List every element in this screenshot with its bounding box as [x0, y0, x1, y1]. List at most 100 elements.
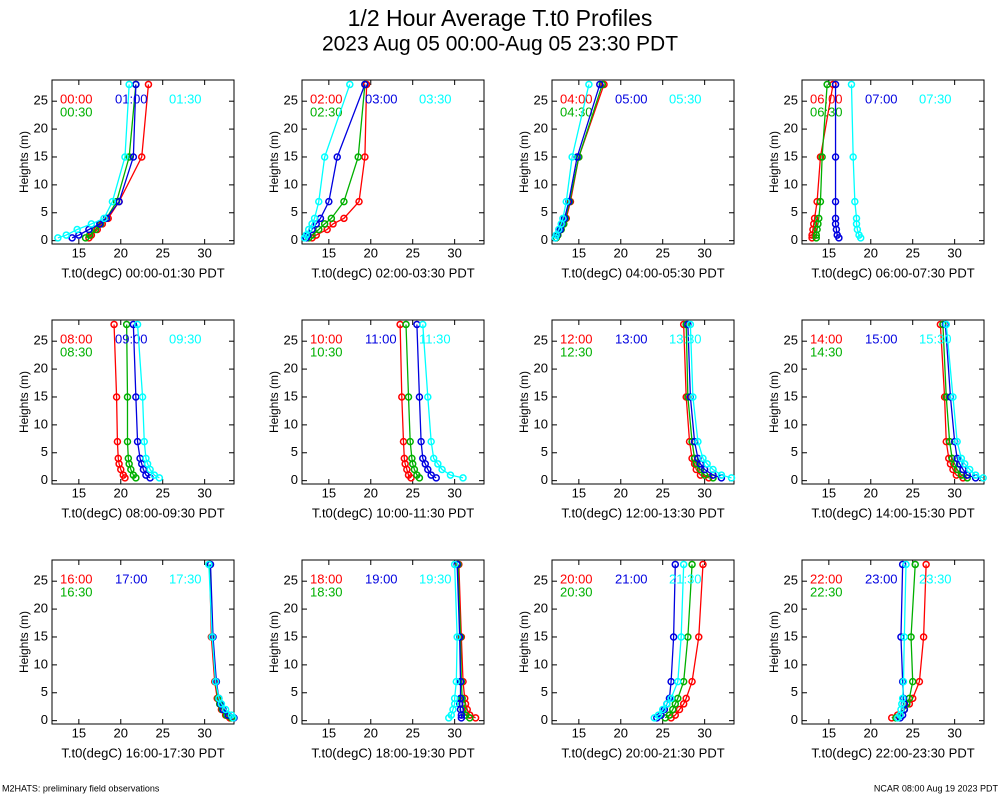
profile-point: [831, 153, 840, 161]
y-tick-label: 15: [34, 148, 48, 163]
profile-point: [694, 437, 702, 446]
profile-point: [406, 437, 414, 446]
y-tick-label: 15: [784, 388, 798, 403]
y-tick-label: 0: [791, 472, 798, 487]
profile-line: [88, 84, 150, 239]
y-tick-label: 5: [41, 684, 48, 699]
x-tick-label: 30: [697, 485, 711, 500]
profile-point: [215, 694, 223, 703]
profile-point: [137, 153, 146, 161]
profile-point: [851, 197, 859, 206]
profile-point: [596, 80, 604, 89]
legend-entry: 21:30: [669, 571, 702, 586]
profile-point: [142, 454, 150, 463]
profile-point: [949, 393, 957, 401]
y-tick-label: 20: [34, 361, 48, 376]
legend-entry: 19:00: [365, 571, 398, 586]
y-tick-label: 25: [784, 333, 798, 348]
y-tick-label: 10: [284, 416, 298, 431]
profile-point: [408, 454, 416, 463]
x-axis-label: T.t0(degC) 22:00-23:30 PDT: [811, 745, 974, 760]
y-tick-label: 0: [791, 712, 798, 727]
x-tick-label: 25: [155, 725, 169, 740]
x-tick-label: 30: [697, 725, 711, 740]
y-axis-label: Heights (m): [17, 371, 31, 433]
profile-point: [902, 560, 910, 569]
profile-point: [456, 677, 465, 686]
panel: 15 20 25 30 0 5 10 15 20 25 T.t0(degC) 08:00-09:30…: [17, 319, 235, 520]
profile-point: [144, 80, 153, 89]
legend-entry: 03:30: [419, 91, 452, 106]
x-tick-label: 20: [864, 725, 878, 740]
y-tick-label: 5: [791, 444, 798, 459]
legend-entry: 19:30: [419, 571, 452, 586]
y-tick-label: 25: [284, 333, 298, 348]
x-axis-label: T.t0(degC) 10:00-11:30 PDT: [312, 505, 474, 520]
y-tick-label: 25: [34, 333, 48, 348]
legend-entry: 22:30: [810, 584, 843, 599]
profile-point: [438, 465, 446, 474]
y-tick-label: 25: [784, 573, 798, 588]
x-tick-label: 30: [197, 245, 211, 260]
profile-point: [68, 234, 76, 242]
plot-frame: [51, 319, 235, 485]
y-tick-label: 15: [34, 628, 48, 643]
legend-entry: 00:00: [60, 91, 93, 106]
legend-entry: 10:30: [310, 344, 343, 359]
legend-entry: 14:00: [810, 331, 843, 346]
legend-entry: 17:00: [115, 571, 148, 586]
profile-point: [113, 437, 122, 446]
y-tick-label: 5: [791, 684, 798, 699]
x-tick-label: 30: [447, 485, 461, 500]
x-tick-label: 25: [905, 485, 919, 500]
y-tick-label: 15: [34, 388, 48, 403]
x-tick-label: 15: [322, 485, 336, 500]
profile-line: [311, 84, 368, 239]
y-tick-label: 5: [541, 684, 548, 699]
profile-point: [922, 560, 930, 569]
panel: 15 20 25 30 0 5 10 15 20 25 T.t0(degC) 04:00-05:30…: [517, 79, 735, 280]
profile-point: [562, 197, 571, 206]
y-axis-label: Heights (m): [17, 131, 31, 193]
profile-line: [422, 324, 464, 479]
profile-point: [110, 320, 118, 329]
profile-point: [810, 214, 819, 223]
plot-frame: [51, 559, 235, 725]
y-tick-label: 20: [34, 121, 48, 136]
profile-point: [123, 437, 132, 446]
profile-point: [211, 677, 220, 686]
profile-point: [658, 705, 667, 714]
profile-point: [108, 197, 117, 206]
panel: 15 20 25 30 0 5 10 15 20 25 T.t0(degC) 20:00-21:30…: [517, 559, 735, 760]
x-tick-label: 25: [905, 725, 919, 740]
title: 1/2 Hour Average T.t0 Profiles: [348, 5, 653, 31]
panel: 15 20 25 30 0 5 10 15 20 25 T.t0(degC) 16:00-17:30…: [17, 559, 238, 760]
profile-point: [919, 633, 928, 641]
profile-point: [419, 320, 427, 329]
profile-point: [663, 700, 671, 708]
x-tick-label: 15: [322, 725, 336, 740]
profile-point: [674, 677, 682, 686]
x-tick-label: 25: [405, 245, 419, 260]
legend-entry: 00:30: [60, 104, 93, 119]
profile-point: [671, 560, 680, 569]
legend-entry: 18:30: [310, 584, 343, 599]
x-axis-label: T.t0(degC) 00:00-01:30 PDT: [61, 265, 224, 280]
profile-point: [953, 454, 961, 463]
y-tick-label: 10: [34, 176, 48, 191]
panel: 15 20 25 30 0 5 10 15 20 25 T.t0(degC) 14:00-15:30…: [767, 319, 987, 520]
legend-entry: 09:00: [115, 331, 148, 346]
profile-point: [688, 677, 696, 686]
legend-entry: 05:30: [669, 91, 702, 106]
legend-entry: 01:30: [169, 91, 202, 106]
x-tick-label: 25: [655, 725, 669, 740]
profile-point: [699, 560, 707, 569]
legend-entry: 23:00: [865, 571, 898, 586]
x-tick-label: 30: [947, 725, 961, 740]
profile-point: [665, 711, 674, 719]
x-tick-label: 30: [947, 485, 961, 500]
y-tick-label: 0: [541, 232, 548, 247]
x-axis-label: T.t0(degC) 16:00-17:30 PDT: [61, 745, 224, 760]
legend-entry: 08:00: [60, 331, 93, 346]
profile-point: [568, 153, 576, 161]
